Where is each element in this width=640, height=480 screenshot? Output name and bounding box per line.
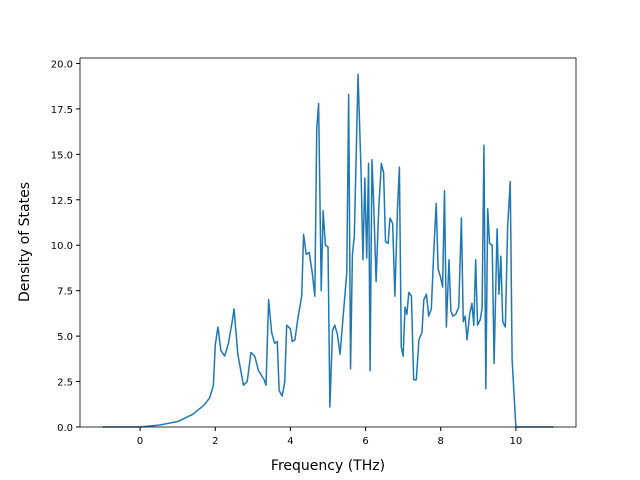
y-tick-label: 0.0 <box>57 423 73 434</box>
line-series <box>102 73 554 428</box>
x-tick-label: 4 <box>287 436 293 447</box>
x-tick-label: 0 <box>137 436 143 447</box>
y-tick-label: 12.5 <box>51 196 73 207</box>
x-axis-label: Frequency (THz) <box>271 458 385 474</box>
y-tick-label: 17.5 <box>51 105 73 116</box>
y-tick-label: 20.0 <box>51 59 73 70</box>
x-tick-label: 8 <box>438 436 444 447</box>
y-axis-label: Density of States <box>17 182 33 302</box>
y-tick-label: 2.5 <box>57 378 73 389</box>
plot-frame <box>79 57 577 428</box>
y-tick-label: 10.0 <box>51 241 73 252</box>
y-tick-label: 5.0 <box>57 332 73 343</box>
x-tick-label: 2 <box>212 436 218 447</box>
y-tick-label: 15.0 <box>51 150 73 161</box>
x-tick-label: 6 <box>362 436 368 447</box>
x-tick-label: 10 <box>510 436 523 447</box>
y-tick-label: 7.5 <box>57 287 73 298</box>
